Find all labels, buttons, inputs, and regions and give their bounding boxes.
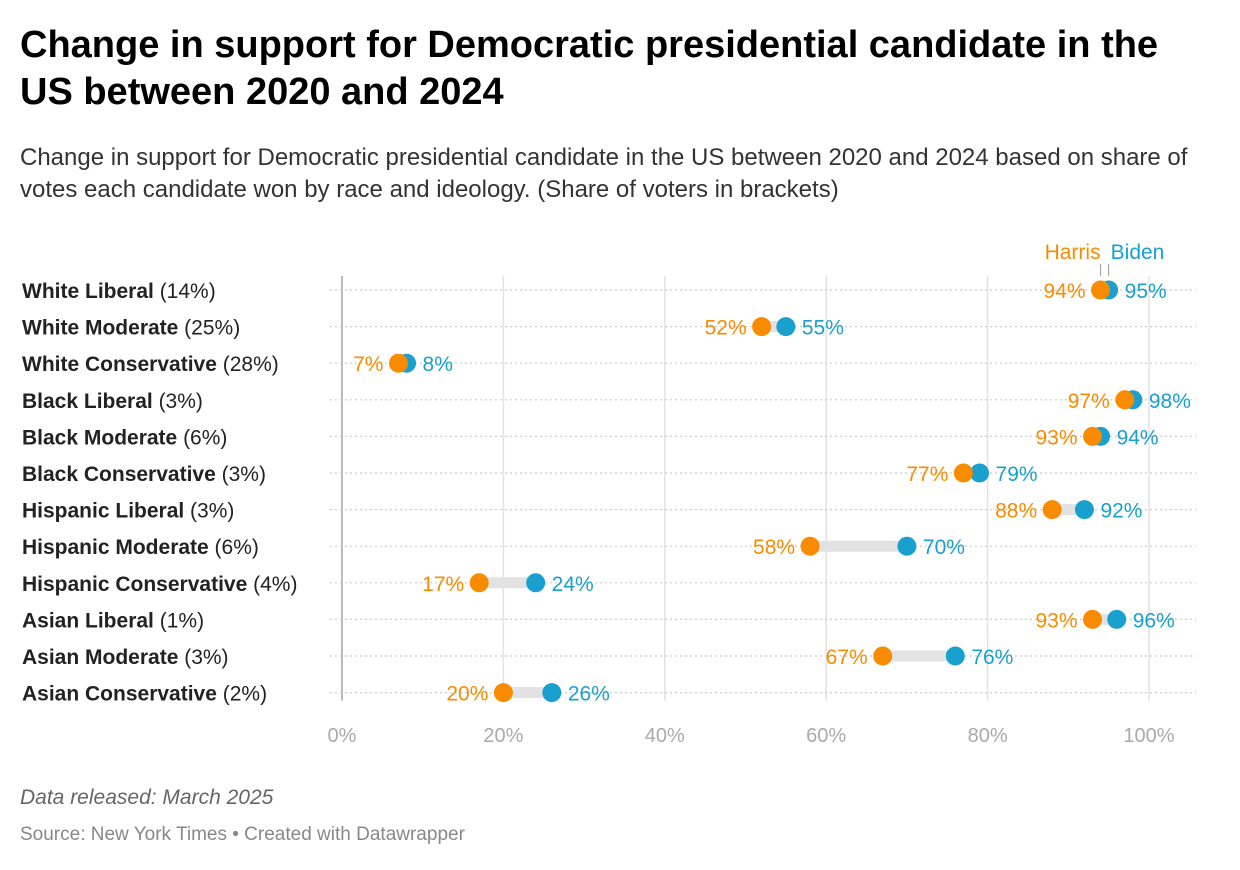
voter-share: (1%) xyxy=(154,609,204,632)
x-tick-label: 40% xyxy=(645,725,685,747)
harris-dot xyxy=(953,463,973,483)
category-name: Asian Liberal xyxy=(22,609,154,632)
harris-value-label: 88% xyxy=(995,500,1037,523)
row-label: White Conservative (28%) xyxy=(22,353,279,376)
harris-dot xyxy=(493,683,513,703)
biden-dot xyxy=(542,683,562,703)
voter-share: (3%) xyxy=(178,646,228,669)
biden-value-label: 79% xyxy=(996,463,1038,486)
harris-value-label: 20% xyxy=(446,683,488,706)
harris-dot xyxy=(388,353,408,373)
biden-value-label: 95% xyxy=(1125,280,1167,303)
row-label: White Liberal (14%) xyxy=(22,280,216,303)
category-name: White Moderate xyxy=(22,317,178,340)
harris-value-label: 52% xyxy=(705,317,747,340)
biden-dot xyxy=(897,536,917,556)
row-label: Asian Liberal (1%) xyxy=(22,609,204,632)
harris-dot xyxy=(1115,390,1135,410)
biden-value-label: 76% xyxy=(971,646,1013,669)
x-tick-label: 100% xyxy=(1123,725,1174,747)
harris-value-label: 93% xyxy=(1035,426,1077,449)
voter-share: (3%) xyxy=(184,500,234,523)
category-name: White Conservative xyxy=(22,353,217,376)
row-label: Hispanic Conservative (4%) xyxy=(22,573,297,596)
biden-dot xyxy=(1074,500,1094,520)
biden-value-label: 55% xyxy=(802,317,844,340)
biden-value-label: 8% xyxy=(423,353,453,376)
chart-title: Change in support for Democratic preside… xyxy=(20,24,1159,113)
harris-value-label: 77% xyxy=(906,463,948,486)
row-label: White Moderate (25%) xyxy=(22,317,240,340)
category-name: Black Moderate xyxy=(22,426,177,449)
biden-value-label: 92% xyxy=(1100,500,1142,523)
category-name: Black Conservative xyxy=(22,463,216,486)
harris-dot xyxy=(800,536,820,556)
row-label: Black Moderate (6%) xyxy=(22,426,227,449)
harris-dot xyxy=(469,573,489,593)
biden-dot xyxy=(776,317,796,337)
harris-dot xyxy=(752,317,772,337)
biden-dot xyxy=(970,463,990,483)
legend-harris: Harris xyxy=(1045,241,1101,264)
biden-value-label: 26% xyxy=(568,683,610,706)
x-tick-label: 80% xyxy=(968,725,1008,747)
harris-value-label: 94% xyxy=(1044,280,1086,303)
data-release-note: Data released: March 2025 xyxy=(20,786,274,809)
voter-share: (25%) xyxy=(178,317,240,340)
voter-share: (14%) xyxy=(154,280,216,303)
row-label: Hispanic Moderate (6%) xyxy=(22,536,259,559)
biden-value-label: 96% xyxy=(1133,609,1175,632)
biden-dot xyxy=(945,646,965,666)
category-name: White Liberal xyxy=(22,280,154,303)
harris-value-label: 7% xyxy=(353,353,383,376)
voter-share: (3%) xyxy=(216,463,266,486)
biden-value-label: 70% xyxy=(923,536,965,559)
category-name: Hispanic Conservative xyxy=(22,573,247,596)
row-label: Asian Moderate (3%) xyxy=(22,646,229,669)
voter-share: (4%) xyxy=(247,573,297,596)
harris-dot xyxy=(1091,280,1111,300)
row-label: Hispanic Liberal (3%) xyxy=(22,500,234,523)
row-label: Asian Conservative (2%) xyxy=(22,683,267,706)
category-name: Hispanic Liberal xyxy=(22,500,184,523)
category-name: Asian Conservative xyxy=(22,683,217,706)
category-name: Hispanic Moderate xyxy=(22,536,209,559)
source-credit: Source: New York Times • Created with Da… xyxy=(20,824,465,845)
voter-share: (6%) xyxy=(177,426,227,449)
category-name: Asian Moderate xyxy=(22,646,178,669)
voter-share: (2%) xyxy=(217,683,267,706)
legend-biden: Biden xyxy=(1111,241,1165,264)
row-label: Black Conservative (3%) xyxy=(22,463,266,486)
voter-share: (6%) xyxy=(209,536,259,559)
harris-dot xyxy=(1083,609,1103,629)
harris-value-label: 58% xyxy=(753,536,795,559)
row-label: Black Liberal (3%) xyxy=(22,390,203,413)
voter-share: (3%) xyxy=(153,390,203,413)
biden-value-label: 24% xyxy=(552,573,594,596)
harris-value-label: 17% xyxy=(422,573,464,596)
chart-subtitle: Change in support for Democratic preside… xyxy=(20,144,1188,203)
harris-dot xyxy=(873,646,893,666)
x-tick-label: 20% xyxy=(483,725,523,747)
biden-dot xyxy=(1107,609,1127,629)
category-name: Black Liberal xyxy=(22,390,153,413)
biden-value-label: 98% xyxy=(1149,390,1191,413)
x-tick-label: 60% xyxy=(806,725,846,747)
biden-dot xyxy=(526,573,546,593)
voter-share: (28%) xyxy=(217,353,279,376)
harris-value-label: 93% xyxy=(1035,609,1077,632)
biden-value-label: 94% xyxy=(1117,426,1159,449)
harris-dot xyxy=(1042,500,1062,520)
x-tick-label: 0% xyxy=(328,725,357,747)
harris-dot xyxy=(1083,426,1103,446)
harris-value-label: 67% xyxy=(826,646,868,669)
harris-value-label: 97% xyxy=(1068,390,1110,413)
